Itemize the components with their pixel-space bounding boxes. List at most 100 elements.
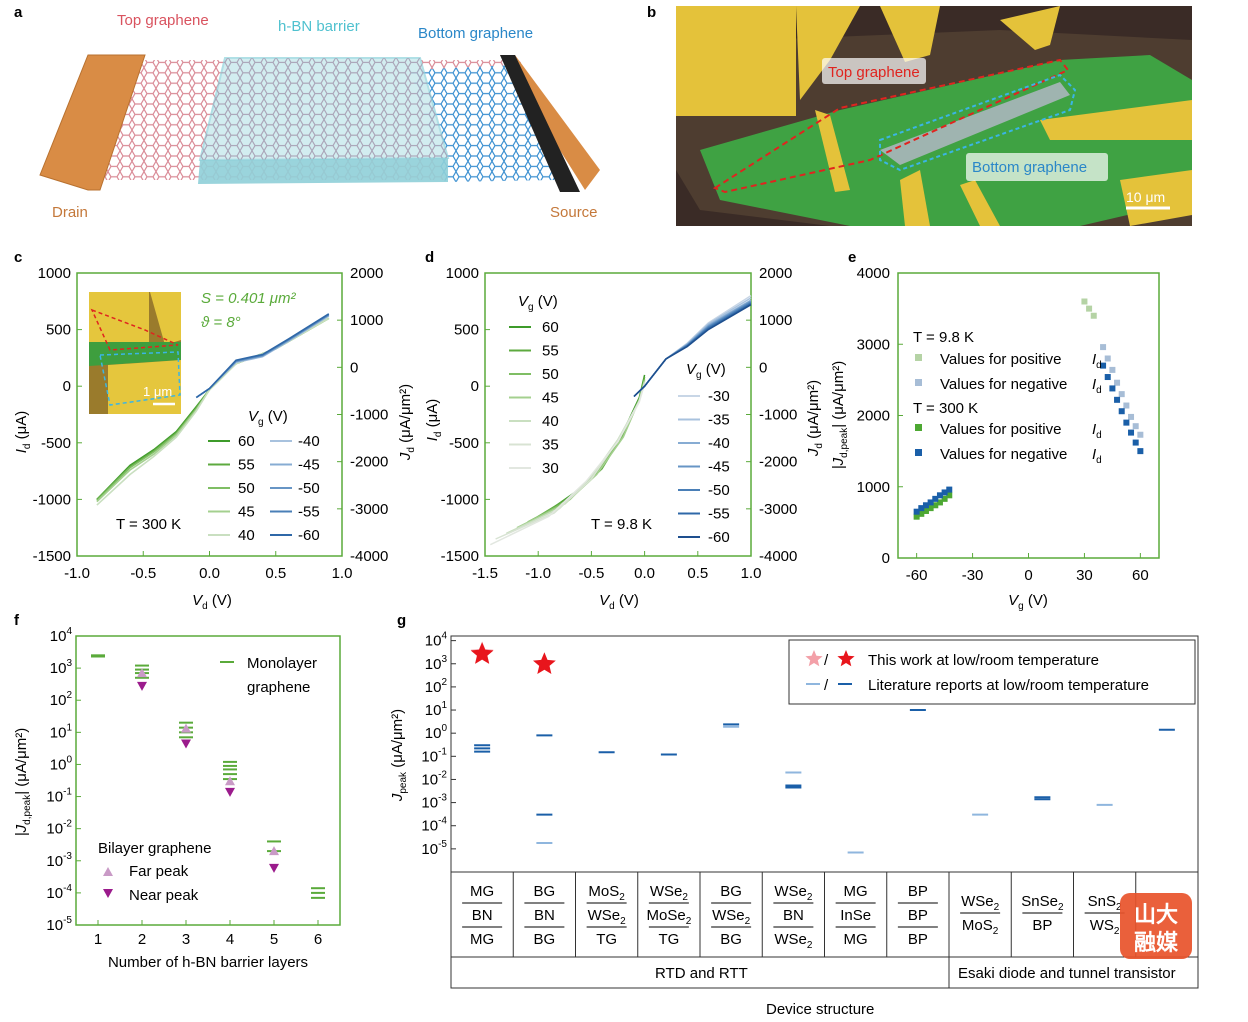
category-label-g: WS2	[1090, 917, 1120, 937]
scatter-point-e	[1100, 344, 1107, 351]
scatter-point-e	[1128, 429, 1135, 436]
y-tick-label-d: -1000	[441, 491, 479, 508]
y-tick-label-g: 10-2	[421, 769, 447, 788]
plot-frame-g	[450, 635, 1199, 989]
category-label-g: WSe2	[588, 907, 627, 927]
gold-electrode	[676, 6, 796, 116]
legend-label-c: 50	[238, 480, 255, 497]
panel-label-b: b	[647, 4, 656, 21]
category-label-g: TG	[658, 931, 679, 948]
legend1-label-d: 35	[542, 437, 559, 454]
scale-label: 10 μm	[1126, 189, 1165, 205]
y-tick-label-g: 101	[425, 700, 448, 719]
legend1-label-d: 55	[542, 343, 559, 360]
far-peak-mark-f	[225, 776, 235, 786]
y-tick-label-d: 1000	[446, 265, 479, 282]
legend-label-literature: Literature reports at low/room temperatu…	[868, 677, 1149, 694]
y-axis-label-f: |Jd,peak| (μA/μm²)	[13, 728, 33, 836]
legend-label-e: Values for positive	[940, 351, 1061, 368]
legend2-label-d: -60	[708, 529, 730, 546]
series-line-d-45	[516, 380, 646, 529]
overlap-region	[880, 82, 1070, 165]
plot-frame-f	[75, 635, 341, 926]
legend-slash-2: /	[824, 677, 829, 694]
this-work-star-g	[470, 642, 494, 664]
legend-marker-e	[915, 354, 922, 361]
legend-label-c: 60	[238, 433, 255, 450]
legend-marker-near	[103, 889, 113, 898]
legend-d: Vg (V) 60 55 50 45 40 35 30 Vg (V) -30 -35 -40 -45 -5…	[509, 293, 730, 546]
x-tick-label-c: 0.0	[199, 565, 220, 582]
scatter-point-e	[941, 489, 948, 496]
panel-label-c: c	[14, 249, 22, 266]
scatter-point-e	[946, 486, 953, 493]
scatter-point-e	[913, 513, 920, 520]
legend-temp2-e: T = 300 K	[913, 400, 978, 417]
y2-tick-label-c: 0	[350, 359, 358, 376]
inset-scale-label: 1 μm	[143, 384, 172, 399]
legend-label-c: 45	[238, 504, 255, 521]
scatter-point-e	[922, 507, 929, 514]
legend-star-low	[805, 650, 823, 667]
y-tick-label-f: 100	[50, 754, 73, 773]
scatter-point-e	[1086, 305, 1093, 312]
category-label-g: WSe2	[712, 907, 751, 927]
series-line-d-60	[548, 374, 646, 512]
y-tick-label-g: 104	[425, 631, 448, 650]
series-group-d	[489, 294, 752, 546]
top-graphene-outline	[712, 58, 1070, 194]
group-label-esaki: Esaki diode and tunnel transistor	[958, 965, 1176, 982]
category-label-g: SnSe2	[1021, 893, 1064, 913]
y-tick-label-g: 10-1	[421, 746, 447, 765]
y2-tick-label-c: -2000	[350, 454, 388, 471]
legend-title-bilayer: Bilayer graphene	[98, 840, 211, 857]
legend-e: T = 9.8 K Values for positive Id Values fo…	[913, 329, 1102, 466]
category-table-g: MG BN MG BG BN BG MoS2 WSe2 TG WSe2 MoSe2 TG BG WSe2 B…	[462, 883, 1125, 951]
scatter-point-e	[1109, 385, 1116, 392]
legend1-label-d: 40	[542, 413, 559, 430]
legend-label-c: -55	[298, 504, 320, 521]
y-tick-label-g: 10-3	[421, 793, 447, 812]
x-tick-label-f: 5	[270, 931, 278, 948]
series-group-e	[913, 298, 1144, 520]
category-label-g: MG	[470, 931, 494, 948]
y-axis-label-c: Id (μA)	[13, 411, 33, 454]
legend-label-mono1: Monolayer	[247, 655, 317, 672]
y2-tick-label-c: 1000	[350, 312, 383, 329]
category-label-g: BP	[908, 931, 928, 948]
y-tick-label-d: -500	[449, 435, 479, 452]
legend1-label-d: 60	[542, 319, 559, 336]
y-tick-label-c: 500	[46, 322, 71, 339]
annotation-theta: ϑ = 8°	[201, 314, 241, 331]
y-axis-label-g: Jpeak (μA/μm²)	[389, 709, 409, 802]
scatter-point-e	[1132, 423, 1139, 430]
y-tick-label-g: 102	[425, 677, 448, 696]
category-label-g: InSe	[840, 907, 871, 924]
scatter-point-e	[1118, 391, 1125, 398]
label-bottom-graphene: Bottom graphene	[418, 25, 533, 42]
annotation-temperature-d: T = 9.8 K	[591, 516, 652, 533]
x-axis-label-d: Vd (V)	[599, 592, 639, 612]
label-source: Source	[550, 204, 598, 221]
legend-title-c: Vg (V)	[248, 408, 288, 428]
scatter-point-e	[946, 492, 953, 499]
legend-marker-e	[915, 379, 922, 386]
category-label-g: BN	[783, 907, 804, 924]
watermark-line1: 山大	[1134, 903, 1178, 928]
series-group-g	[470, 641, 1175, 854]
label-hbn-barrier: h-BN barrier	[278, 18, 360, 35]
x-tick-label-d: 1.0	[741, 565, 762, 582]
near-peak-mark-f	[269, 863, 279, 873]
x-tick-label-e: -60	[906, 567, 928, 584]
legend-label-c: -50	[298, 480, 320, 497]
watermark: 山大 融媒	[1120, 893, 1192, 959]
category-label-g: SnS2	[1088, 893, 1122, 913]
y-tick-label-f: 104	[50, 626, 73, 645]
y-tick-label-g: 103	[425, 654, 448, 673]
y-axis-label-e: |Jd,peak| (μA/μm²)	[830, 361, 850, 469]
y-tick-label-e: 2000	[857, 408, 890, 425]
category-label-g: BN	[472, 907, 493, 924]
panel-label-e: e	[848, 249, 856, 266]
category-label-g: BG	[720, 883, 742, 900]
